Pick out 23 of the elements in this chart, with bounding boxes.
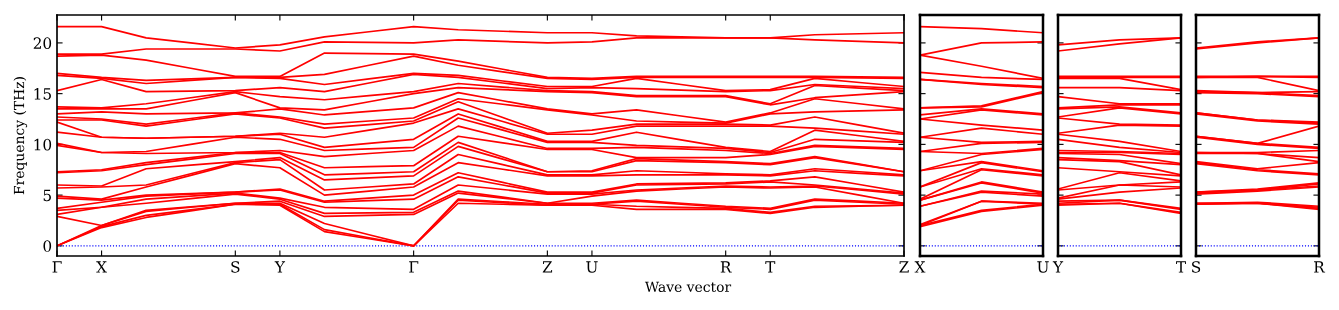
x-tick-label: S	[1192, 261, 1201, 273]
x-tick-label: T	[765, 261, 776, 273]
y-tick-label: 5	[43, 189, 51, 202]
x-tick-label: X	[914, 261, 926, 273]
x-tick-label: T	[1176, 261, 1186, 273]
x-tick-label: X	[96, 261, 107, 273]
x-tick-label: Γ	[52, 261, 62, 273]
x-tick-label: R	[1314, 261, 1326, 273]
x-tick-label: Z	[899, 261, 909, 273]
x-tick-label: U	[586, 261, 598, 273]
y-tick-label: 15	[34, 88, 51, 100]
y-tick-label: 0	[43, 240, 52, 252]
x-tick-label: S	[231, 261, 240, 273]
x-tick-label: Γ	[409, 261, 419, 273]
x-tick-label: U	[1037, 261, 1049, 273]
x-tick-label: Y	[274, 261, 286, 273]
y-tick-label: 20	[33, 37, 52, 49]
y-axis-title: Frequency (THz)	[13, 77, 28, 195]
x-tick-label: Y	[1052, 261, 1064, 273]
x-tick-label: R	[720, 261, 732, 273]
y-tick-label: 10	[34, 138, 52, 151]
x-axis-title: Wave vector	[644, 281, 732, 293]
x-tick-label: Z	[542, 261, 553, 273]
